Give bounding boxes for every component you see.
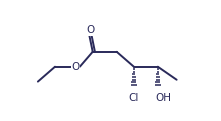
- Text: Cl: Cl: [129, 93, 139, 103]
- Text: OH: OH: [155, 93, 171, 103]
- Text: O: O: [71, 62, 80, 72]
- Text: O: O: [86, 25, 94, 35]
